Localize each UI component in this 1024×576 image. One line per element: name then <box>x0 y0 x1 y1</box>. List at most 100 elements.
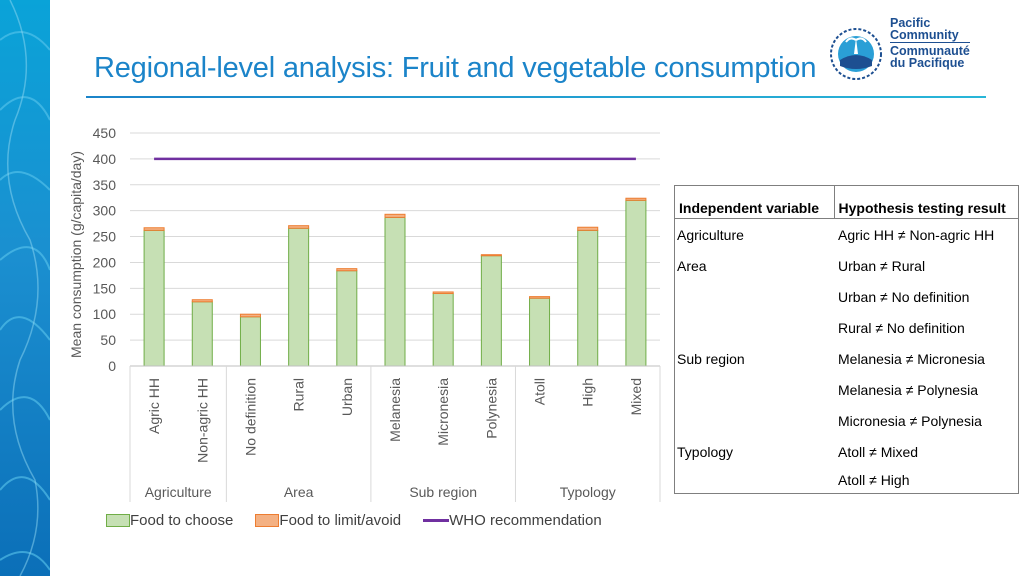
bar-food-to-choose <box>480 255 502 367</box>
y-tick-label: 450 <box>93 125 117 141</box>
table-cell-variable <box>674 467 834 494</box>
bar-food-to-choose <box>384 216 406 367</box>
bar-food-to-choose <box>529 297 551 367</box>
logo-line-3: Communauté <box>890 44 970 58</box>
bar-food-to-choose <box>577 229 599 367</box>
y-tick-label: 200 <box>93 254 117 270</box>
logo-line-1: Pacific <box>890 16 931 30</box>
table-row: Agriculture Agric HH ≠ Non-agric HH <box>674 218 1019 250</box>
bar-food-to-limit <box>577 226 599 231</box>
table-cell-result: Melanesia ≠ Polynesia <box>834 374 1019 405</box>
table-row: Atoll ≠ High <box>674 467 1019 494</box>
table-cell-result: Agric HH ≠ Non-agric HH <box>834 218 1019 250</box>
legend-label-food-to-choose: Food to choose <box>130 512 234 529</box>
decorative-side-band <box>0 0 50 576</box>
table-row: Typology Atoll ≠ Mixed <box>674 436 1019 467</box>
x-category-label: Non-agric HH <box>194 378 210 463</box>
bar-food-to-limit <box>432 291 454 295</box>
table-cell-variable <box>674 281 834 312</box>
y-tick-label: 0 <box>108 358 116 374</box>
pacific-community-emblem-icon <box>830 28 882 80</box>
legend-swatch-food-to-limit <box>255 514 280 527</box>
logo-line-2: Community <box>890 29 970 43</box>
table-cell-variable <box>674 312 834 343</box>
table-row: Urban ≠ No definition <box>674 281 1019 312</box>
bar-food-to-limit <box>191 299 213 303</box>
table-cell-result: Micronesia ≠ Polynesia <box>834 405 1019 436</box>
logo-wordmark: Pacific Community Communauté du Pacifiqu… <box>890 17 970 69</box>
table-cell-result: Atoll ≠ High <box>834 467 1019 494</box>
bar-food-to-choose <box>143 229 165 367</box>
bar-food-to-limit <box>143 227 165 231</box>
table-header-row: Independent variable Hypothesis testing … <box>674 185 1019 219</box>
bar-food-to-choose <box>288 227 310 367</box>
table-row: Melanesia ≠ Polynesia <box>674 374 1019 405</box>
bar-food-to-limit <box>239 313 261 318</box>
legend-item-food-to-choose: Food to choose <box>106 512 233 529</box>
x-group-label: Sub region <box>409 484 477 500</box>
table-cell-variable: Agriculture <box>674 218 834 250</box>
x-category-label: Agric HH <box>146 378 162 434</box>
x-group-label: Agriculture <box>145 484 212 500</box>
table-cell-result: Urban ≠ No definition <box>834 281 1019 312</box>
table-cell-result: Urban ≠ Rural <box>834 250 1019 281</box>
table-row: Micronesia ≠ Polynesia <box>674 405 1019 436</box>
y-tick-label: 400 <box>93 151 117 167</box>
bar-food-to-limit <box>384 213 406 218</box>
hypothesis-table: Independent variable Hypothesis testing … <box>674 185 1019 494</box>
bar-food-to-choose <box>432 293 454 367</box>
x-category-label: Micronesia <box>435 378 451 446</box>
table-row: Area Urban ≠ Rural <box>674 250 1019 281</box>
x-category-label: Atoll <box>532 378 548 405</box>
table-cell-result: Rural ≠ No definition <box>834 312 1019 343</box>
bar-food-to-choose <box>239 316 261 367</box>
legend-swatch-who <box>423 519 450 522</box>
table-header-hypothesis-result: Hypothesis testing result <box>833 185 1019 219</box>
wave-pattern-icon <box>0 0 50 576</box>
bar-food-to-limit <box>625 197 647 201</box>
x-group-label: Area <box>284 484 314 500</box>
table-row: Sub region Melanesia ≠ Micronesia <box>674 343 1019 374</box>
table-cell-variable: Typology <box>674 436 834 467</box>
table-cell-variable: Area <box>674 250 834 281</box>
bar-food-to-limit <box>336 268 358 272</box>
table-cell-variable <box>674 405 834 436</box>
x-category-label: Melanesia <box>387 378 403 442</box>
legend-item-who: WHO recommendation <box>423 512 602 529</box>
legend-swatch-food-to-choose <box>106 514 130 527</box>
x-category-label: High <box>580 378 596 407</box>
table-row: Rural ≠ No definition <box>674 312 1019 343</box>
bar-food-to-choose <box>625 199 647 367</box>
page-title: Regional-level analysis: Fruit and veget… <box>94 52 817 84</box>
table-cell-result: Melanesia ≠ Micronesia <box>834 343 1019 374</box>
x-category-label: No definition <box>242 378 258 456</box>
bar-food-to-limit <box>529 296 551 299</box>
legend-label-food-to-limit: Food to limit/avoid <box>279 512 402 529</box>
x-category-label: Urban <box>339 378 355 416</box>
bar-food-to-limit <box>288 225 310 229</box>
table-body: Agriculture Agric HH ≠ Non-agric HH Area Ur… <box>674 218 1019 494</box>
table-cell-variable <box>674 374 834 405</box>
y-tick-label: 100 <box>93 306 117 322</box>
pacific-community-logo <box>826 14 1006 84</box>
chart-legend: Food to choose Food to limit/avoid WHO r… <box>106 512 624 529</box>
y-tick-label: 300 <box>93 203 117 219</box>
logo-line-4: du Pacifique <box>890 56 965 70</box>
y-tick-label: 250 <box>93 229 117 245</box>
y-tick-label: 150 <box>93 280 117 296</box>
y-tick-label: 350 <box>93 177 117 193</box>
title-divider <box>86 96 986 98</box>
x-category-label: Mixed <box>628 378 644 415</box>
x-category-label: Rural <box>291 378 307 411</box>
x-group-label: Typology <box>560 484 616 500</box>
y-axis-label: Mean consumption (g/capita/day) <box>68 151 84 358</box>
x-category-label: Polynesia <box>483 378 499 439</box>
legend-item-food-to-limit: Food to limit/avoid <box>255 512 401 529</box>
table-cell-variable: Sub region <box>674 343 834 374</box>
table-header-independent-variable: Independent variable <box>674 185 835 219</box>
bar-food-to-choose <box>191 301 213 367</box>
legend-label-who: WHO recommendation <box>449 512 602 529</box>
bar-food-to-choose <box>336 270 358 367</box>
y-tick-label: 50 <box>100 332 116 348</box>
bar-food-to-limit <box>480 254 502 257</box>
